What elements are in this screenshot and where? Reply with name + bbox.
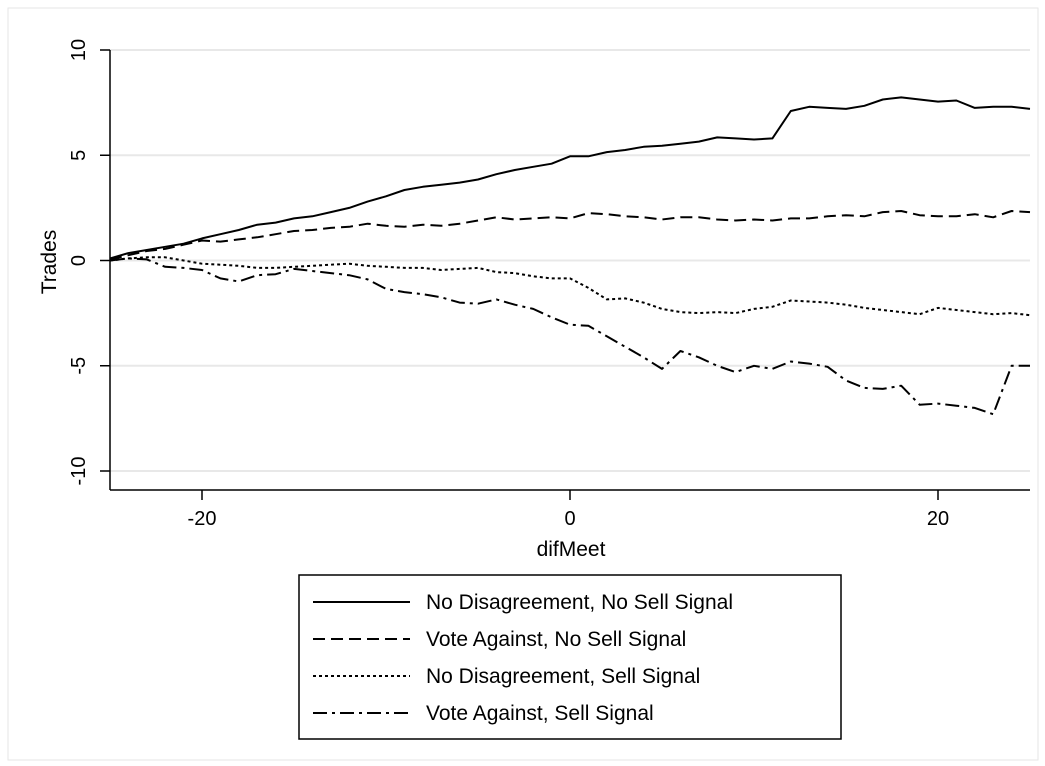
series-lines <box>109 96 1031 416</box>
x-tick-label: -20 <box>188 508 217 530</box>
legend-label-4: Vote Against, Sell Signal <box>426 702 654 725</box>
y-axis: -10 -5 0 5 10 <box>68 39 111 490</box>
y-tick-label: 10 <box>68 39 90 61</box>
legend-label-1: No Disagreement, No Sell Signal <box>426 591 733 614</box>
x-tick-label: 0 <box>564 508 575 530</box>
x-axis-title: difMeet <box>537 538 606 561</box>
y-axis-title: Trades <box>38 230 61 295</box>
series-line-1 <box>109 96 1031 260</box>
gridlines <box>110 49 1030 472</box>
chart-frame <box>7 7 1039 761</box>
x-axis: -20 0 20 <box>110 489 1030 530</box>
x-tick-label: 20 <box>927 508 949 530</box>
legend-label-3: No Disagreement, Sell Signal <box>426 665 700 688</box>
y-tick-label: 5 <box>68 150 90 161</box>
series-line-4 <box>109 257 1030 416</box>
series-line-3 <box>109 256 1031 317</box>
y-tick-label: 0 <box>68 255 90 266</box>
y-tick-label: -5 <box>68 357 90 375</box>
y-tick-label: -10 <box>68 457 90 486</box>
legend-label-2: Vote Against, No Sell Signal <box>426 628 686 651</box>
series-line-2 <box>109 210 1031 261</box>
legend: No Disagreement, No Sell Signal Vote Agai… <box>298 574 842 740</box>
